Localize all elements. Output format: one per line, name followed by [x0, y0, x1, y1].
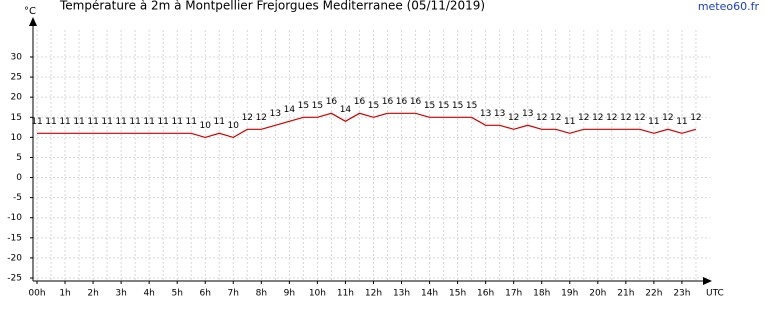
data-label: 15 [438, 101, 449, 111]
y-tick-label: 20 [11, 93, 23, 103]
y-axis-arrow [29, 17, 37, 26]
y-tick-label: 25 [11, 73, 22, 83]
y-tick-label: -10 [7, 213, 22, 223]
data-label: 16 [382, 97, 394, 107]
y-tick-label: 0 [16, 173, 22, 183]
data-label: 12 [550, 113, 561, 123]
data-label: 12 [256, 113, 267, 123]
data-label: 11 [143, 117, 154, 127]
x-tick-label: 1h [59, 289, 70, 299]
x-tick-label: 17h [505, 289, 522, 299]
data-label: 12 [606, 113, 617, 123]
data-label: 12 [662, 113, 673, 123]
data-label: 12 [620, 113, 631, 123]
data-label: 11 [564, 117, 575, 127]
y-tick-label: 30 [11, 53, 23, 63]
x-axis-arrow [703, 277, 712, 285]
x-tick-label: 00h [28, 289, 45, 299]
data-label: 15 [298, 101, 309, 111]
data-label: 11 [171, 117, 182, 127]
temperature-line [37, 112, 697, 139]
x-tick-label: 19h [561, 289, 578, 299]
data-label: 13 [522, 109, 533, 119]
data-label: 11 [115, 117, 126, 127]
data-label: 15 [312, 101, 323, 111]
data-label: 15 [368, 101, 379, 111]
x-tick-label: 4h [143, 289, 154, 299]
data-label: 12 [592, 113, 603, 123]
x-tick-label: 21h [617, 289, 634, 299]
data-label: 11 [214, 117, 225, 127]
data-label: 12 [508, 113, 519, 123]
data-label: 15 [452, 101, 463, 111]
data-label: 11 [45, 117, 56, 127]
x-tick-label: 20h [589, 289, 606, 299]
data-label: 13 [270, 109, 281, 119]
data-label: 16 [410, 97, 422, 107]
x-tick-label: 10h [309, 289, 326, 299]
data-label: 15 [466, 101, 477, 111]
y-tick-label: -25 [7, 274, 22, 284]
y-axis-label: °C [24, 6, 36, 17]
data-label: 11 [101, 117, 112, 127]
x-tick-label: 9h [284, 289, 295, 299]
x-tick-label: 16h [477, 289, 494, 299]
y-tick-label: 15 [11, 113, 22, 123]
data-label: 15 [424, 101, 435, 111]
grid [33, 30, 710, 281]
data-label: 12 [634, 113, 645, 123]
x-tick-label: 5h [171, 289, 182, 299]
x-tick-label: 7h [228, 289, 239, 299]
data-label: 11 [648, 117, 659, 127]
data-label: 14 [340, 105, 352, 115]
data-label: 12 [578, 113, 589, 123]
y-tick-label: 10 [11, 133, 23, 143]
x-tick-label: 3h [115, 289, 126, 299]
x-tick-label: 14h [421, 289, 438, 299]
x-tick-label: 13h [393, 289, 410, 299]
y-tick-label: -15 [7, 233, 22, 243]
data-label: 11 [59, 117, 70, 127]
data-label: 11 [676, 117, 687, 127]
data-label: 11 [73, 117, 84, 127]
data-label: 10 [200, 121, 212, 131]
data-label: 10 [228, 121, 240, 131]
data-label: 16 [354, 97, 366, 107]
y-tick-label: -20 [7, 253, 22, 263]
x-tick-label: 18h [533, 289, 550, 299]
data-label: 11 [87, 117, 98, 127]
x-tick-label: 6h [200, 289, 211, 299]
data-label: 13 [494, 109, 505, 119]
x-tick-label: 23h [673, 289, 690, 299]
source-link[interactable]: meteo60.fr [698, 0, 760, 13]
data-label: 11 [157, 117, 168, 127]
data-label: 11 [185, 117, 196, 127]
x-tick-label: 15h [449, 289, 466, 299]
x-tick-label: 22h [645, 289, 662, 299]
chart-title: Température à 2m à Montpellier Frejorgue… [59, 0, 485, 13]
data-label: 16 [396, 97, 408, 107]
x-tick-label: 2h [87, 289, 98, 299]
data-label: 14 [284, 105, 296, 115]
x-tick-label: 11h [337, 289, 354, 299]
x-axis-label: UTC [706, 289, 724, 299]
data-label: 12 [690, 113, 701, 123]
y-tick-label: -5 [13, 193, 22, 203]
data-label: 13 [480, 109, 491, 119]
data-label: 11 [31, 117, 42, 127]
x-tick-label: 8h [256, 289, 267, 299]
data-label: 11 [129, 117, 140, 127]
x-tick-label: 12h [365, 289, 382, 299]
data-label: 16 [326, 97, 338, 107]
y-tick-label: 5 [16, 153, 22, 163]
data-label: 12 [536, 113, 547, 123]
data-label: 12 [242, 113, 253, 123]
